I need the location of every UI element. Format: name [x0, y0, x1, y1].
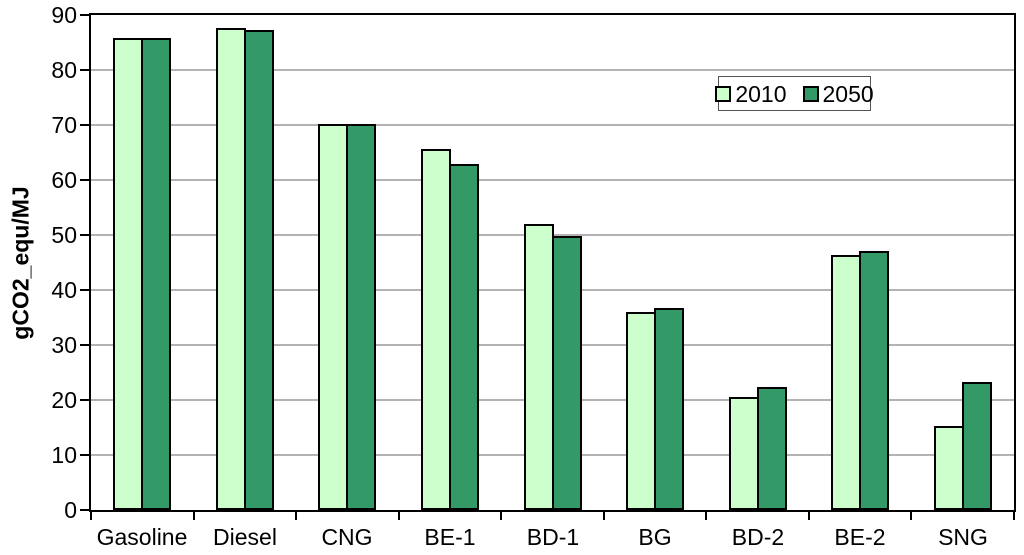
bar-group-gasoline [91, 15, 194, 510]
x-tick-1 [193, 512, 195, 520]
y-tick-90 [80, 14, 89, 16]
bar-2050-bg [654, 307, 685, 510]
bar-2010-be-1 [420, 148, 451, 510]
y-tick-20 [80, 399, 89, 401]
bar-2050-bd-1 [551, 235, 582, 510]
bar-group-be-1 [399, 15, 502, 510]
x-tick-7 [808, 512, 810, 520]
x-tick-label-bd-1: BD-1 [526, 524, 580, 550]
bar-group-sng [912, 15, 1015, 510]
y-tick-label-90: 90 [51, 2, 77, 28]
bar-group-bd-1 [501, 15, 604, 510]
x-tick-9 [1013, 512, 1015, 520]
gridline-60 [91, 179, 1014, 181]
bar-2050-be-1 [448, 164, 479, 510]
y-axis-title: gCO2_equ/MJ [7, 186, 34, 340]
bar-group-diesel [194, 15, 297, 510]
x-tick-label-sng: SNG [938, 524, 988, 550]
gridline-80 [91, 69, 1014, 71]
bar-group-be-2 [809, 15, 912, 510]
y-tick-label-20: 20 [51, 387, 77, 413]
x-tick-4 [500, 512, 502, 520]
bar-2010-bd-2 [728, 397, 759, 510]
y-tick-label-10: 10 [51, 442, 77, 468]
y-tick-label-40: 40 [51, 277, 77, 303]
y-tick-60 [80, 179, 89, 181]
bar-2010-sng [933, 425, 964, 510]
y-tick-label-50: 50 [51, 222, 77, 248]
y-tick-label-30: 30 [51, 332, 77, 358]
legend-swatch-2010 [715, 85, 732, 102]
bar-group-bg [604, 15, 707, 510]
bar-2050-diesel [243, 29, 274, 510]
bars-layer [91, 15, 1014, 510]
x-tick-label-bg: BG [638, 524, 672, 550]
bar-2010-diesel [215, 28, 246, 510]
y-tick-30 [80, 344, 89, 346]
y-tick-40 [80, 289, 89, 291]
bar-2050-be-2 [859, 250, 890, 510]
bar-2010-bd-1 [523, 224, 554, 510]
legend-entry-2050: 2050 [802, 80, 874, 107]
bar-2010-cng [318, 123, 349, 510]
bar-2010-be-2 [831, 254, 862, 510]
legend-entry-2010: 2010 [715, 80, 787, 107]
y-tick-label-0: 0 [64, 497, 77, 523]
y-tick-0 [80, 509, 89, 511]
legend-swatch-2050 [802, 85, 819, 102]
y-tick-label-80: 80 [51, 57, 77, 83]
legend-label-2050: 2050 [822, 80, 874, 107]
bar-2050-bd-2 [756, 387, 787, 510]
x-tick-6 [705, 512, 707, 520]
bar-2050-cng [346, 123, 377, 510]
x-tick-label-diesel: Diesel [213, 524, 277, 550]
y-tick-70 [80, 124, 89, 126]
x-tick-label-be-1: BE-1 [424, 524, 476, 550]
legend: 2010 2050 [715, 76, 874, 111]
x-tick-0 [90, 512, 92, 520]
gridline-70 [91, 124, 1014, 126]
y-tick-10 [80, 454, 89, 456]
y-tick-50 [80, 234, 89, 236]
y-tick-label-70: 70 [51, 112, 77, 138]
x-tick-label-cng: CNG [321, 524, 373, 550]
bar-2050-sng [961, 381, 992, 510]
x-tick-3 [398, 512, 400, 520]
bar-group-bd-2 [706, 15, 809, 510]
bar-group-cng [296, 15, 399, 510]
legend-label-2010: 2010 [735, 80, 787, 107]
x-tick-label-bd-2: BD-2 [731, 524, 785, 550]
x-tick-2 [295, 512, 297, 520]
y-tick-80 [80, 69, 89, 71]
bar-2050-gasoline [141, 37, 172, 510]
x-tick-label-gasoline: Gasoline [96, 524, 188, 550]
x-tick-5 [603, 512, 605, 520]
x-tick-8 [910, 512, 912, 520]
plot-area: 2010 2050 [89, 13, 1016, 512]
y-tick-label-60: 60 [51, 167, 77, 193]
bar-2010-bg [626, 312, 657, 510]
x-tick-label-be-2: BE-2 [834, 524, 886, 550]
bar-2010-gasoline [113, 37, 144, 510]
